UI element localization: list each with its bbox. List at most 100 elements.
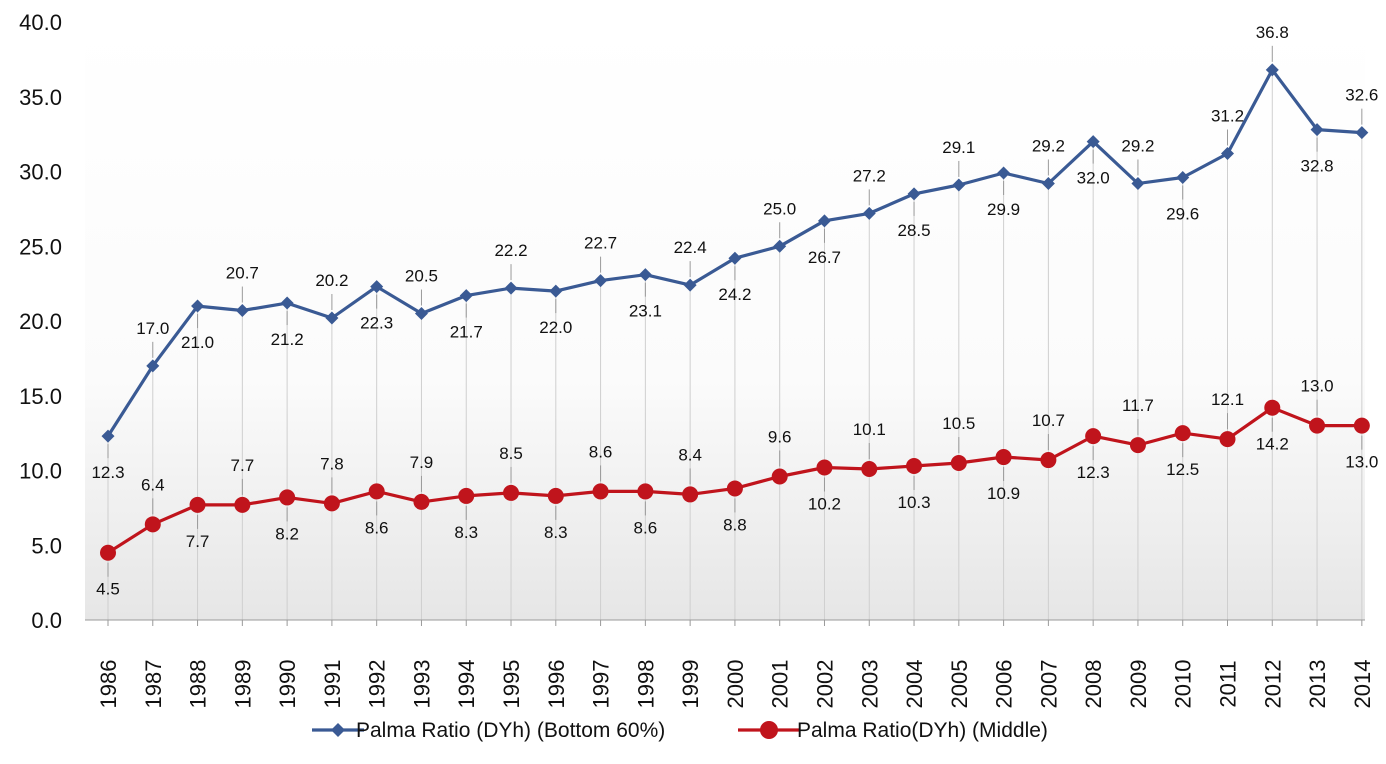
x-tick-label: 1994 xyxy=(454,660,479,709)
y-tick-label: 0.0 xyxy=(31,608,62,633)
legend-marker-diamond xyxy=(331,723,345,737)
x-tick-label: 2003 xyxy=(857,660,882,709)
data-point-circle xyxy=(503,484,520,501)
x-tick-label: 1996 xyxy=(544,660,569,709)
data-point-circle xyxy=(189,496,206,513)
x-tick-label: 1986 xyxy=(96,660,121,709)
x-tick-label: 2010 xyxy=(1171,660,1196,709)
x-tick-label: 1998 xyxy=(633,660,658,709)
data-label-middle: 8.5 xyxy=(499,444,523,463)
data-point-diamond xyxy=(1176,170,1190,184)
data-label-middle: 12.1 xyxy=(1211,390,1244,409)
data-point-circle xyxy=(816,459,833,476)
data-point-circle xyxy=(950,455,967,472)
data-label-middle: 6.4 xyxy=(141,475,165,494)
data-point-circle xyxy=(995,449,1012,466)
x-tick-label: 1990 xyxy=(275,660,300,709)
data-label-bottom60: 20.7 xyxy=(226,264,259,283)
data-label-bottom60: 22.2 xyxy=(494,241,527,260)
data-label-bottom60: 21.7 xyxy=(450,323,483,342)
data-label-bottom60: 20.2 xyxy=(315,271,348,290)
data-label-middle: 8.3 xyxy=(544,523,568,542)
data-point-diamond xyxy=(101,429,115,443)
x-tick-label: 1993 xyxy=(409,660,434,709)
data-label-bottom60: 32.6 xyxy=(1345,86,1378,105)
data-label-bottom60: 25.0 xyxy=(763,199,796,218)
y-tick-label: 15.0 xyxy=(19,384,62,409)
data-point-diamond xyxy=(414,307,428,321)
series-layer xyxy=(100,63,1370,561)
data-label-bottom60: 29.1 xyxy=(942,138,975,157)
data-label-bottom60: 29.9 xyxy=(987,200,1020,219)
data-point-circle xyxy=(279,489,296,506)
x-tick-label: 2006 xyxy=(992,660,1017,709)
data-label-middle: 10.5 xyxy=(942,414,975,433)
data-label-middle: 8.3 xyxy=(454,523,478,542)
x-tick-label: 2004 xyxy=(902,660,927,709)
x-tick-label: 2001 xyxy=(768,660,793,709)
data-label-bottom60: 29.6 xyxy=(1166,204,1199,223)
data-point-diamond xyxy=(907,187,921,201)
data-point-circle xyxy=(100,544,116,561)
data-point-diamond xyxy=(817,214,831,228)
data-label-bottom60: 22.3 xyxy=(360,314,393,333)
data-labels: 12.3 17.0 21.0 20.7 21.2 20.2 22.3 20.5 21.7 22.2… xyxy=(91,23,1378,599)
data-point-diamond xyxy=(638,268,652,282)
data-point-diamond xyxy=(504,281,518,295)
data-point-circle xyxy=(592,483,609,500)
y-axis: 0.0 5.0 10.0 15.0 20.0 25.0 30.0 35.0 40.0 xyxy=(19,10,62,633)
x-tick-label: 2011 xyxy=(1216,660,1241,707)
data-label-middle: 13.0 xyxy=(1345,453,1378,472)
data-label-bottom60: 27.2 xyxy=(853,166,886,185)
data-label-bottom60: 20.5 xyxy=(405,267,438,286)
x-tick-label: 2007 xyxy=(1036,660,1061,709)
data-point-circle xyxy=(1309,417,1326,434)
data-point-diamond xyxy=(280,296,294,310)
data-point-diamond xyxy=(1131,176,1145,190)
legend: Palma Ratio (DYh) (Bottom 60%) Palma Rati… xyxy=(312,719,1048,742)
data-point-diamond xyxy=(1086,135,1100,149)
data-label-middle: 10.2 xyxy=(808,495,841,514)
data-point-diamond xyxy=(1265,63,1279,77)
x-tick-label: 2008 xyxy=(1081,660,1106,709)
data-point-diamond xyxy=(862,206,876,220)
data-point-circle xyxy=(682,486,699,503)
x-tick-label: 2002 xyxy=(812,660,837,709)
data-label-middle: 10.7 xyxy=(1032,411,1065,430)
data-label-bottom60: 36.8 xyxy=(1256,23,1289,42)
data-label-middle: 8.6 xyxy=(589,442,613,461)
data-label-bottom60: 32.8 xyxy=(1301,157,1334,176)
data-point-circle xyxy=(144,516,161,533)
x-tick-label: 1999 xyxy=(678,660,703,709)
data-point-diamond xyxy=(1355,126,1369,140)
data-label-bottom60: 23.1 xyxy=(629,302,662,321)
data-label-bottom60: 22.7 xyxy=(584,234,617,253)
x-tick-label: 2012 xyxy=(1260,660,1285,709)
data-label-bottom60: 32.0 xyxy=(1077,169,1110,188)
data-label-bottom60: 26.7 xyxy=(808,248,841,267)
data-label-middle: 12.3 xyxy=(1077,463,1110,482)
data-point-circle xyxy=(1353,417,1370,434)
data-point-circle xyxy=(771,468,788,485)
data-point-diamond xyxy=(235,304,249,318)
x-tick-label: 1995 xyxy=(499,660,524,709)
x-tick-label: 1991 xyxy=(320,660,345,709)
data-label-middle: 12.5 xyxy=(1166,460,1199,479)
data-point-circle xyxy=(726,480,743,497)
x-tick-label: 1997 xyxy=(589,660,614,709)
data-point-diamond xyxy=(325,311,339,325)
data-point-circle xyxy=(234,496,251,513)
data-point-diamond xyxy=(594,274,608,288)
x-tick-label: 2005 xyxy=(947,660,972,709)
legend-label-middle: Palma Ratio(DYh) (Middle) xyxy=(797,719,1048,742)
data-point-circle xyxy=(1174,425,1191,442)
x-tick-label: 1988 xyxy=(186,660,211,709)
y-tick-label: 20.0 xyxy=(19,309,62,334)
data-point-circle xyxy=(547,487,564,504)
data-label-bottom60: 24.2 xyxy=(718,285,751,304)
data-point-circle xyxy=(1129,437,1146,454)
data-label-middle: 8.8 xyxy=(723,515,747,534)
plot-area xyxy=(85,22,1365,620)
data-label-bottom60: 21.0 xyxy=(181,333,214,352)
